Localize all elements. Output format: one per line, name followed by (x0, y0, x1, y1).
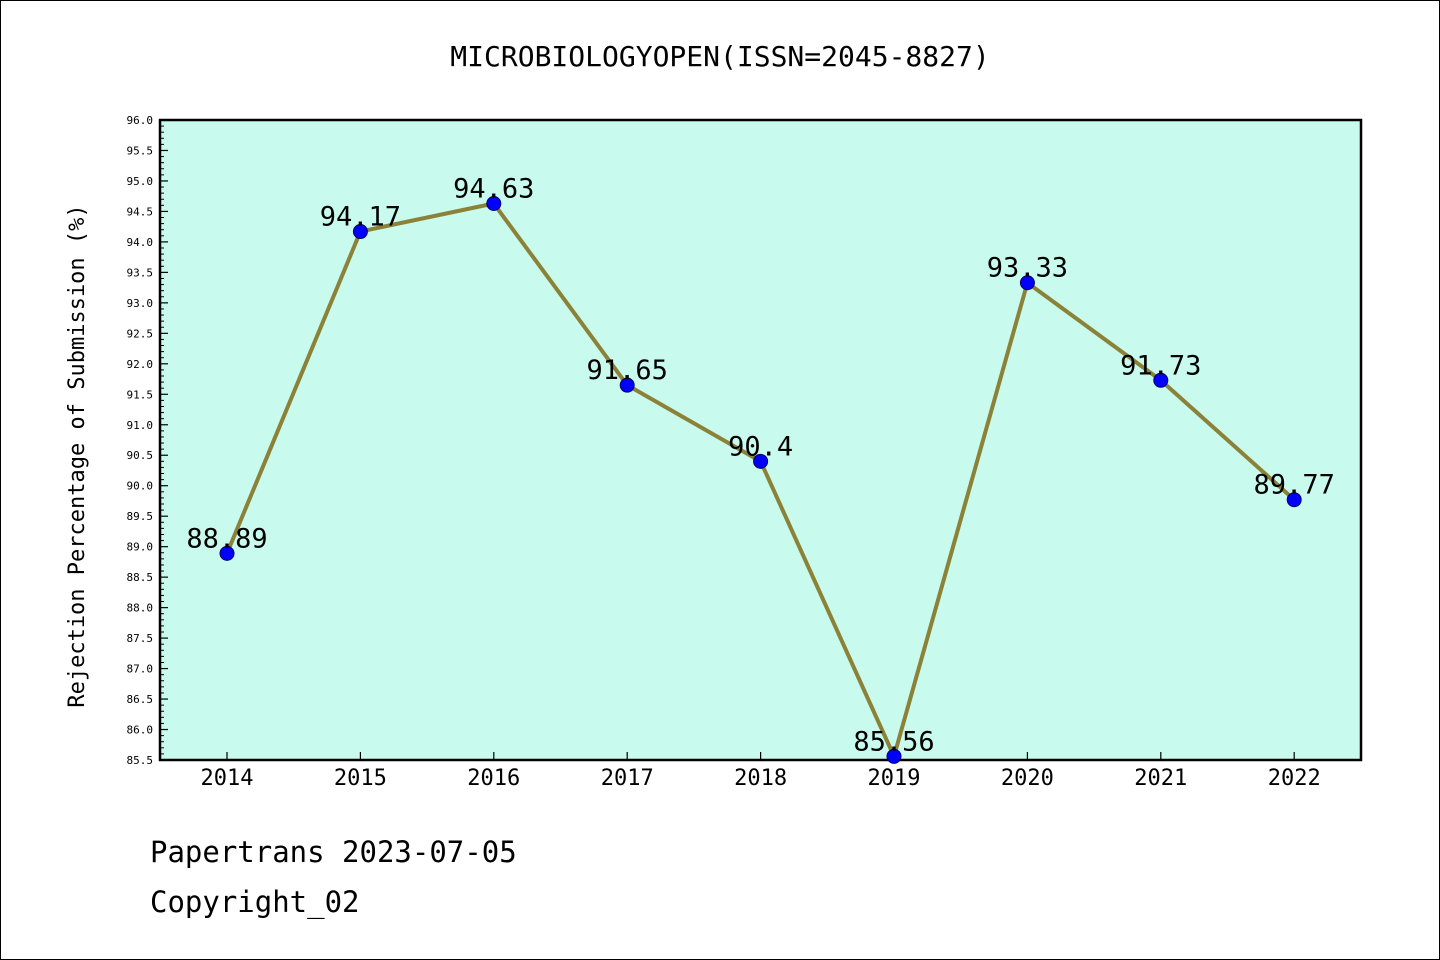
y-tick-label: 86.0 (127, 724, 154, 737)
y-tick-label: 95.0 (127, 175, 154, 188)
y-tick-label: 91.0 (127, 419, 154, 432)
data-label: 88.89 (186, 523, 267, 554)
x-tick-label: 2020 (1001, 766, 1054, 791)
data-point (219, 545, 235, 561)
x-tick-label: 2014 (201, 766, 254, 791)
x-tick-label: 2019 (868, 766, 921, 791)
y-tick-label: 87.5 (127, 632, 154, 645)
y-tick-label: 94.0 (127, 236, 154, 249)
x-tick-label: 2016 (467, 766, 520, 791)
x-tick-label: 2021 (1134, 766, 1187, 791)
y-axis: 85.5 86.0 86.5 87.0 87.5 88.0 88.5 89.0 89.5 90.0… (127, 114, 168, 767)
y-axis-label: Rejection Percentage of Submission (%) (65, 204, 90, 707)
y-tick-label: 92.0 (127, 358, 154, 371)
data-point (619, 377, 635, 393)
y-tick-label: 95.5 (127, 144, 154, 157)
x-tick-label: 2018 (734, 766, 787, 791)
data-label: 85.56 (853, 726, 934, 757)
y-tick-label: 89.5 (127, 510, 154, 523)
y-tick-label: 94.5 (127, 205, 154, 218)
data-label: 94.63 (453, 174, 534, 205)
x-tick-label: 2017 (601, 766, 654, 791)
x-tick-label: 2015 (334, 766, 387, 791)
data-point (1153, 372, 1169, 388)
data-label: 91.65 (587, 355, 668, 386)
data-point (886, 748, 902, 764)
data-label: 91.73 (1120, 350, 1201, 381)
y-tick-label: 90.5 (127, 449, 154, 462)
footer-date: Papertrans 2023-07-05 (150, 835, 517, 869)
y-tick-label: 93.5 (127, 266, 154, 279)
data-label: 93.33 (987, 253, 1068, 284)
footer-copyright: Copyright_02 (150, 885, 360, 919)
data-label: 89.77 (1254, 470, 1335, 501)
y-tick-label: 96.0 (127, 114, 154, 127)
y-tick-label: 88.5 (127, 571, 154, 584)
data-point (352, 224, 368, 240)
data-points (219, 196, 1302, 764)
y-tick-label: 93.0 (127, 297, 154, 310)
x-axis: 2014 2015 2016 2017 2018 2019 2020 2021 2022 (201, 752, 1321, 791)
data-point (1286, 492, 1302, 508)
data-label: 90.4 (728, 431, 793, 462)
data-point (1019, 275, 1035, 291)
data-label: 94.17 (320, 202, 401, 233)
data-point (753, 453, 769, 469)
y-tick-label: 88.0 (127, 602, 154, 615)
y-tick-label: 85.5 (127, 754, 154, 767)
y-tick-label: 86.5 (127, 693, 154, 706)
y-tick-label: 91.5 (127, 388, 154, 401)
y-tick-label: 89.0 (127, 541, 154, 554)
data-labels: 88.89 94.17 94.63 91.65 90.4 85.56 93.33 91.73 8… (186, 174, 1334, 758)
y-tick-label: 87.0 (127, 663, 154, 676)
y-tick-label: 92.5 (127, 327, 154, 340)
chart-title: MICROBIOLOGYOPEN(ISSN=2045-8827) (450, 40, 989, 73)
y-tick-label: 90.0 (127, 480, 154, 493)
data-point (486, 196, 502, 212)
x-tick-label: 2022 (1268, 766, 1321, 791)
